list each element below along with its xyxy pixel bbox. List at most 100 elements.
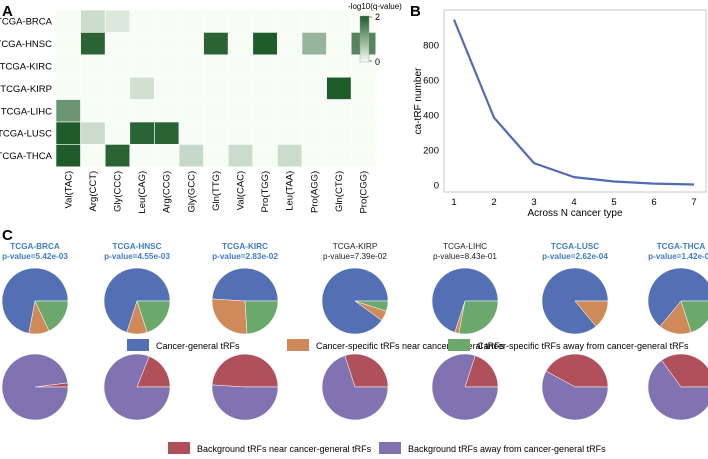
heatmap-cell: [154, 76, 180, 100]
heatmap-cell: [129, 121, 155, 145]
series-line: [452, 19, 695, 186]
line-chart-panel: 0 200 400 600 800 1 2 3 4 5 6 7 Across N cancer type…: [413, 9, 707, 219]
heatmap-cell: [154, 121, 180, 145]
heatmap-cell: [277, 144, 303, 168]
heatmap-cell: [154, 9, 180, 33]
pie-slice-bottom: [136, 355, 171, 388]
heatmap-col-label: Gly(CCC): [113, 171, 124, 212]
pie-title-pvalue: p-value=5.42e-03: [2, 252, 68, 261]
heatmap-col-label: Val(CAC): [236, 171, 247, 210]
heatmap-col-label: Gly(GCC): [186, 171, 197, 213]
colorbar-label: -log10(q-value): [348, 2, 402, 11]
heatmap-cell: [55, 144, 81, 168]
legend-swatch: [127, 339, 149, 351]
heatmap-cell: [80, 144, 106, 168]
heatmap-panel: TCGA-BRCA TCGA-HNSC TCGA-KIRC TCGA-KIRP TCGA…: [0, 9, 377, 214]
pie-title-cancer: TCGA-LUSC: [551, 242, 599, 251]
heatmap-col-label: Pro(AGG): [309, 171, 320, 213]
y-tick-label: 400: [423, 111, 439, 122]
heatmap-cell: [326, 121, 352, 145]
heatmap-cell: [350, 76, 377, 100]
y-tick-label: 200: [423, 146, 439, 157]
heatmap-cell: [350, 121, 377, 145]
y-axis-label: ca-tRF number: [413, 67, 424, 134]
pie-title-pvalue: p-value=2.62e-04: [542, 252, 608, 261]
heatmap-cell: [277, 54, 303, 78]
legend-top: Cancer-general tRFs Cancer-specific tRFs …: [127, 339, 689, 351]
legend-swatch: [168, 442, 190, 454]
heatmap-cell: [277, 76, 303, 100]
heatmap-cell: [227, 76, 254, 100]
heatmap-cell: [80, 76, 106, 100]
heatmap-cell: [129, 54, 155, 78]
x-tick-label: 4: [571, 197, 576, 208]
pie-slice-bottom: [211, 384, 279, 421]
heatmap-cell: [154, 144, 180, 168]
heatmap-cell: [178, 76, 204, 100]
heatmap-col-label: Gln(TTG): [211, 171, 222, 211]
heatmap-cell: [227, 99, 254, 123]
heatmap-cell: [252, 54, 278, 78]
heatmap-col-label: Pro(TGG): [260, 171, 271, 213]
x-tick-label: 6: [651, 197, 656, 208]
pie-slice-top: [431, 267, 499, 333]
legend-label: Background tRFs away from cancer-general…: [408, 444, 606, 454]
heatmap-cell: [227, 9, 254, 33]
heatmap-cell: [301, 76, 327, 100]
pie-title-cancer: TCGA-HNSC: [112, 242, 161, 251]
heatmap-cell: [178, 144, 204, 168]
heatmap-cell: [55, 54, 81, 78]
pie-slice-top: [34, 300, 69, 332]
heatmap-col-label: Leu(TAA): [285, 171, 296, 211]
heatmap-col-label: Pro(CGG): [359, 171, 370, 214]
x-tick-label: 7: [691, 197, 696, 208]
heatmap-cell: [80, 99, 106, 123]
heatmap-cell: [203, 144, 229, 168]
pie-title-cancer: TCGA-LIHC: [443, 242, 487, 251]
heatmap-cell: [104, 76, 131, 100]
heatmap-colorbar: -log10(q-value)2 0: [348, 2, 402, 67]
heatmap-cell: [301, 9, 327, 33]
heatmap-cell: [178, 32, 204, 56]
pie-slice-bottom: [661, 353, 708, 388]
legend-swatch: [448, 339, 470, 351]
heatmap-cell: [178, 121, 204, 145]
heatmap-row-label: TCGA-KIRC: [0, 62, 52, 73]
heatmap-cell: [104, 99, 131, 123]
panel-label-b: B: [410, 3, 421, 20]
legend-swatch: [379, 442, 401, 454]
legend-label: Cancer-specific tRFs near cancer-general…: [316, 341, 505, 351]
pie-title-cancer: TCGA-KIRC: [222, 242, 268, 251]
x-tick-label: 2: [491, 197, 496, 208]
pie-slice-top: [211, 298, 248, 335]
x-axis-label: Across N cancer type: [527, 208, 622, 219]
panel-label-c: C: [2, 227, 13, 244]
heatmap-cell: [203, 32, 229, 56]
heatmap-cell: [203, 54, 229, 78]
y-tick-label: 800: [423, 41, 439, 52]
heatmap-cell: [104, 144, 131, 168]
pie-slice-bottom: [464, 355, 499, 388]
heatmap-row-label: TCGA-BRCA: [0, 17, 53, 28]
legend-bottom: Background tRFs near cancer-general tRFs…: [168, 442, 606, 454]
heatmap-row-label: TCGA-THCA: [0, 151, 53, 162]
x-tick-label: 1: [451, 197, 456, 208]
heatmap-cell: [326, 32, 352, 56]
colorbar-gradient: [359, 15, 370, 63]
heatmap-cell: [129, 99, 155, 123]
pie-slice-top: [647, 267, 708, 327]
pie-charts-panel: TCGA-BRCAp-value=5.42e-03TCGA-HNSCp-valu…: [1, 242, 708, 421]
heatmap-row-label: TCGA-KIRP: [0, 84, 52, 95]
heatmap-cell: [326, 9, 352, 33]
heatmap-cell: [203, 121, 229, 145]
pie-title-pvalue: p-value=8.43e-01: [433, 252, 497, 261]
heatmap-cell: [104, 54, 131, 78]
heatmap-cell: [252, 32, 278, 56]
heatmap-cell: [326, 76, 352, 100]
heatmap-col-label: Arg(CCG): [162, 171, 173, 213]
legend-label: Cancer-specific tRFs away from cancer-ge…: [477, 341, 689, 351]
pie-slice-top: [244, 300, 279, 335]
heatmap-cell: [301, 32, 327, 56]
heatmap-cell: [252, 144, 278, 168]
